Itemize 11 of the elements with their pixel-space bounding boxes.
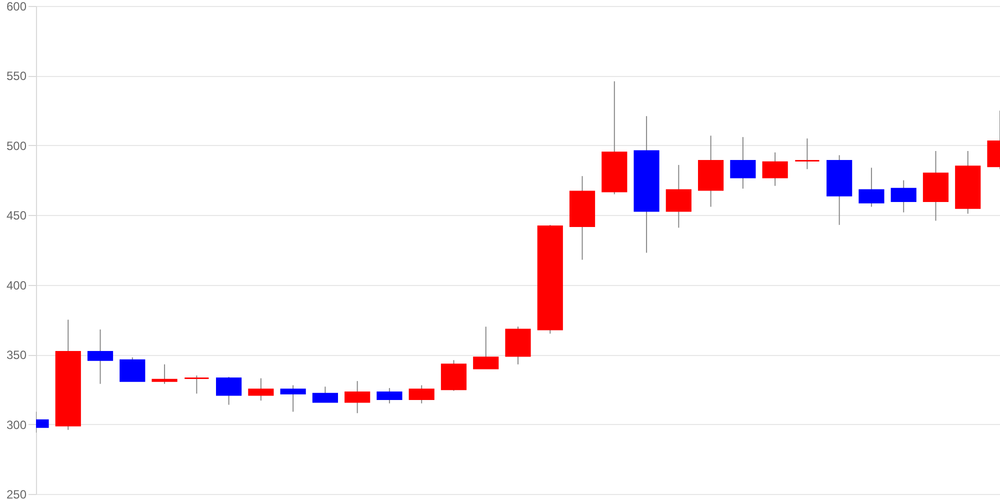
y-tick-label: 550 bbox=[6, 69, 27, 84]
y-tick-label: 300 bbox=[6, 418, 27, 432]
y-tick-label: 400 bbox=[6, 278, 27, 292]
candlestick bbox=[184, 374, 210, 394]
y-tick-label: 450 bbox=[6, 208, 27, 223]
candlestick bbox=[152, 364, 178, 384]
y-tick-label: 600 bbox=[6, 0, 27, 14]
y-tick-label: 500 bbox=[6, 138, 27, 153]
candlestick bbox=[794, 138, 820, 170]
y-tick-label: 350 bbox=[6, 348, 27, 362]
y-tick-label: 250 bbox=[6, 488, 27, 500]
